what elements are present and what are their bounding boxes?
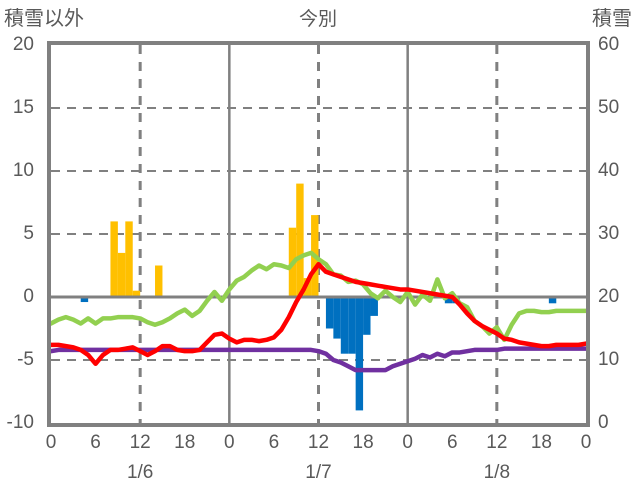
y-tick-right: 40 — [598, 160, 620, 181]
y-tick-left: -10 — [6, 412, 34, 433]
x-tick: 12 — [129, 432, 151, 453]
y-tick-left: 15 — [12, 97, 34, 118]
left-axis-title: 積雪以外 — [4, 8, 84, 30]
right-axis-title: 積雪 — [592, 8, 632, 30]
x-tick: 18 — [174, 432, 196, 453]
x-tick: 0 — [580, 432, 592, 453]
y-tick-right: 30 — [598, 223, 620, 244]
y-tick-left: 5 — [23, 223, 34, 244]
y-tick-right: 50 — [598, 97, 620, 118]
day-label: 1/8 — [483, 462, 511, 483]
y-tick-right: 0 — [598, 412, 609, 433]
day-label: 1/6 — [126, 462, 154, 483]
y-tick-left: 0 — [23, 286, 34, 307]
x-tick: 18 — [352, 432, 374, 453]
y-tick-right: 20 — [598, 286, 620, 307]
x-tick: 18 — [530, 432, 552, 453]
chart-title: 今別 — [298, 9, 337, 30]
x-tick: 0 — [45, 432, 57, 453]
y-tick-left: 10 — [12, 160, 34, 181]
y-tick-right: 10 — [598, 349, 620, 370]
y-tick-left: 20 — [12, 34, 34, 55]
x-tick: 6 — [268, 432, 280, 453]
x-tick: 12 — [486, 432, 508, 453]
x-tick: 0 — [224, 432, 235, 453]
x-tick: 6 — [446, 432, 458, 453]
day-label: 1/7 — [305, 462, 332, 483]
y-tick-left: -5 — [17, 349, 34, 370]
x-tick: 0 — [402, 432, 413, 453]
x-tick: 6 — [90, 432, 101, 453]
y-tick-right: 60 — [598, 34, 620, 55]
x-tick: 12 — [307, 432, 330, 453]
plot-area — [47, 41, 590, 427]
plot-inner — [51, 45, 586, 423]
chart-canvas — [51, 45, 586, 423]
